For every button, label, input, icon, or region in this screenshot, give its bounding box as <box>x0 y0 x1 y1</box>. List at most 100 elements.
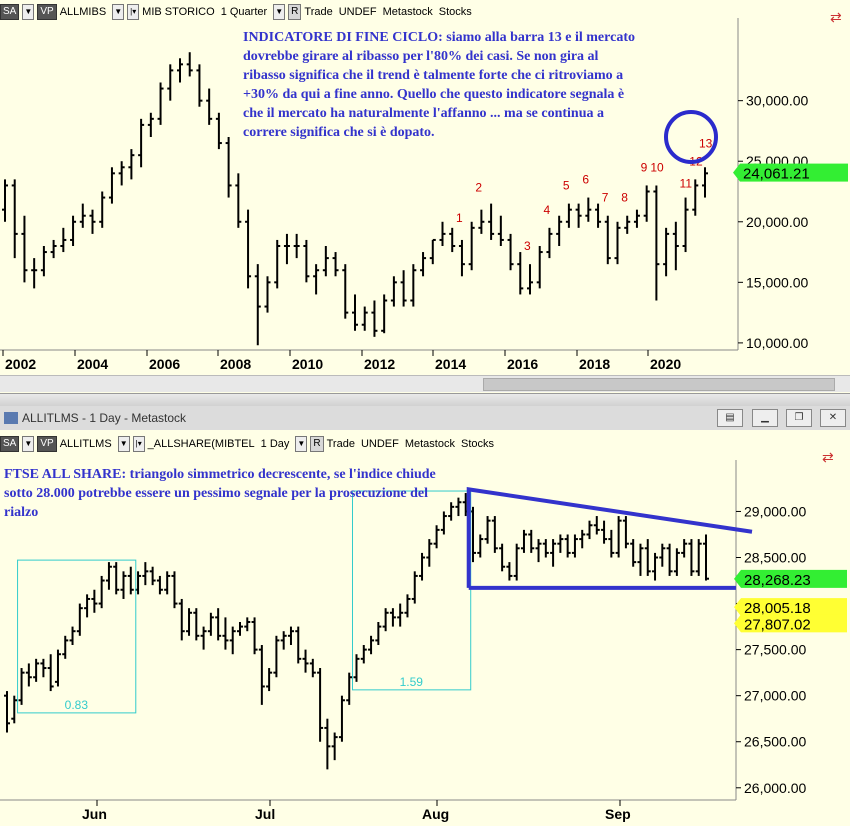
y-tick-label: 29,000.00 <box>744 503 806 519</box>
last-price-label-bg <box>741 569 847 588</box>
trend-arrows-icon[interactable]: ⇄ <box>822 449 834 465</box>
chart-panel-bottom: SA ▼ VP ALLITLMS ▼ |▾ _ALLSHARE(MIBTEL 1… <box>0 430 850 826</box>
undef-label: UNDEF <box>360 438 399 450</box>
panel-divider[interactable] <box>0 393 850 407</box>
y-tick-label: 10,000.00 <box>746 335 808 351</box>
x-tick-label: 2002 <box>5 356 36 372</box>
trend-arrows-icon[interactable]: ⇄ <box>830 9 842 25</box>
pattern-box <box>352 490 472 691</box>
bar-count-label: 3 <box>524 239 531 253</box>
symbol-dropdown-icon[interactable]: ▼ <box>112 4 125 20</box>
period-dropdown-icon[interactable]: ▼ <box>295 436 308 452</box>
y-tick-label: 26,500.00 <box>744 734 806 750</box>
annotation-bottom: FTSE ALL SHARE: triangolo simmetrico dec… <box>4 467 436 520</box>
price-tag-pointer <box>734 614 741 633</box>
x-tick-label: 2004 <box>77 356 108 372</box>
period-toggle-icon[interactable]: |▾ <box>127 4 140 20</box>
bar-count-label: 1 <box>456 211 463 225</box>
x-tick-label: Aug <box>422 806 449 822</box>
bar-count-label: 13 <box>699 136 713 150</box>
x-tick-label: 2018 <box>579 356 610 372</box>
chart-toolbar-top: SA ▼ VP ALLMIBS ▼ |▾ MIB STORICO 1 Quart… <box>0 1 820 23</box>
last-price-label-bg <box>740 163 848 182</box>
x-tick-label: Jun <box>82 806 107 822</box>
source-label: Metastock <box>382 6 433 18</box>
close-button[interactable]: ✕ <box>820 409 846 427</box>
vp-button[interactable]: VP <box>37 436 57 452</box>
y-tick-label: 27,000.00 <box>744 688 806 704</box>
period-toggle-icon[interactable]: |▾ <box>132 436 145 452</box>
symbol-label: ALLITLMS <box>59 438 112 450</box>
last-price-label: 24,061.21 <box>743 166 810 183</box>
window-titlebar: ALLITLMS - 1 Day - Metastock ▤ ▁ ❐ ✕ <box>0 406 850 431</box>
triangle-upper-trendline <box>466 487 753 588</box>
type-label: Stocks <box>460 438 494 450</box>
bar-count-label: 7 <box>602 191 609 205</box>
security-name: _ALLSHARE(MIBTEL <box>147 438 255 450</box>
metastock-app-icon <box>4 412 18 424</box>
y-tick-label: 30,000.00 <box>746 93 808 109</box>
bar-count-label: 6 <box>582 173 589 187</box>
sa-button[interactable]: SA <box>0 4 20 20</box>
x-tick-label: 2014 <box>435 356 466 372</box>
bar-count-label: 11 <box>680 177 693 191</box>
r-button[interactable]: R <box>310 436 324 452</box>
price-tag-bg <box>741 598 847 617</box>
x-tick-label: 2006 <box>149 356 180 372</box>
y-tick-label: 15,000.00 <box>746 274 808 290</box>
last-price-label: 28,268.23 <box>744 572 811 589</box>
x-tick-label: Jul <box>255 806 275 822</box>
y-tick-label: 26,000.00 <box>744 780 806 796</box>
x-tick-label: Sep <box>605 806 631 822</box>
price-tag-pointer <box>734 598 741 617</box>
x-tick-label: 2016 <box>507 356 538 372</box>
price-tag: 28,005.18 <box>744 600 811 617</box>
pattern-box-label: 1.59 <box>400 675 424 689</box>
last-price-label-pointer <box>734 569 741 588</box>
vp-button[interactable]: VP <box>37 4 57 20</box>
annotation-top: INDICATORE DI FINE CICLO: siamo alla bar… <box>243 30 635 140</box>
restore-button[interactable]: ❐ <box>786 409 812 427</box>
bar-count-label: 4 <box>543 203 550 217</box>
r-button[interactable]: R <box>288 4 302 20</box>
undef-label: UNDEF <box>338 6 377 18</box>
bar-count-label: 9 <box>641 160 648 174</box>
trade-label: Trade <box>326 438 355 450</box>
period-label: 1 Day <box>260 438 290 450</box>
y-tick-label: 28,500.00 <box>744 550 806 566</box>
chart-toolbar-bottom: SA ▼ VP ALLITLMS ▼ |▾ _ALLSHARE(MIBTEL 1… <box>0 433 820 455</box>
y-tick-label: 27,500.00 <box>744 642 806 658</box>
ohlc-chart-bottom: ⇄ 26,000.00 26,500.00 27,000.00 27,500.00 28… <box>0 449 847 822</box>
trade-label: Trade <box>304 6 333 18</box>
symbol-label: ALLMIBS <box>59 6 107 18</box>
pattern-box <box>17 559 137 714</box>
source-label: Metastock <box>404 438 455 450</box>
period-label: 1 Quarter <box>220 6 268 18</box>
minimize-button[interactable]: ▁ <box>752 409 778 427</box>
bar-count-label: 2 <box>475 181 482 195</box>
period-dropdown-icon[interactable]: ▼ <box>273 4 286 20</box>
x-tick-label: 2012 <box>364 356 395 372</box>
type-label: Stocks <box>438 6 472 18</box>
x-tick-label: 2008 <box>220 356 251 372</box>
x-tick-label: 2010 <box>292 356 323 372</box>
pattern-box-label: 0.83 <box>65 698 89 712</box>
properties-button[interactable]: ▤ <box>717 409 743 427</box>
price-tag: 27,807.02 <box>744 616 811 633</box>
last-price-label-pointer <box>733 163 740 182</box>
security-name: MIB STORICO <box>142 6 215 18</box>
ohlc-chart-top: ⇄ 10,000.0015,000.0020,000.0025,000.0030… <box>0 9 848 372</box>
bar-count-label: 5 <box>563 179 570 193</box>
symbol-dropdown-icon[interactable]: ▼ <box>117 436 130 452</box>
sa-dropdown-icon[interactable]: ▼ <box>22 436 35 452</box>
scrollbar-thumb[interactable] <box>483 378 835 391</box>
bar-count-label: 8 <box>621 191 628 205</box>
chart-panel-top: SA ▼ VP ALLMIBS ▼ |▾ MIB STORICO 1 Quart… <box>0 0 850 393</box>
price-tag-bg <box>741 614 847 633</box>
sa-button[interactable]: SA <box>0 436 20 452</box>
sa-dropdown-icon[interactable]: ▼ <box>22 4 35 20</box>
bar-count-label: 10 <box>650 160 664 174</box>
window-title: ALLITLMS - 1 Day - Metastock <box>22 411 187 425</box>
horizontal-scrollbar[interactable] <box>0 375 850 392</box>
y-tick-label: 20,000.00 <box>746 214 808 230</box>
